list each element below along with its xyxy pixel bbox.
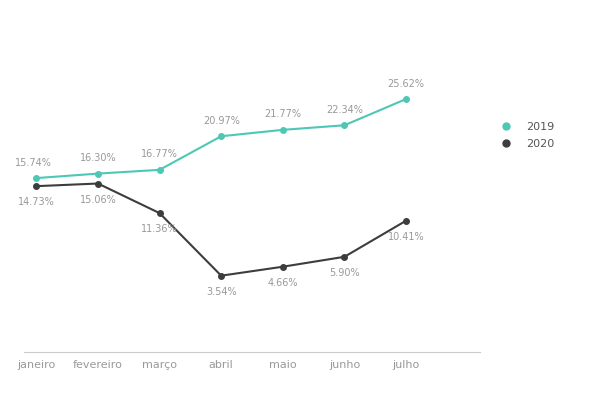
2019: [33, 176, 40, 180]
Text: 16.30%: 16.30%: [80, 153, 116, 163]
2020: [279, 264, 286, 269]
2019: [218, 134, 225, 139]
2020: [156, 211, 163, 216]
Text: 10.41%: 10.41%: [388, 232, 424, 242]
2020: [33, 184, 40, 188]
Line: 2019: 2019: [34, 96, 409, 181]
Text: 15.06%: 15.06%: [80, 195, 116, 205]
2019: [94, 171, 101, 176]
Text: 3.54%: 3.54%: [206, 287, 236, 297]
2019: [279, 128, 286, 132]
Text: 5.90%: 5.90%: [329, 268, 360, 278]
Text: 21.77%: 21.77%: [265, 110, 301, 120]
Text: 20.97%: 20.97%: [203, 116, 239, 126]
Line: 2020: 2020: [34, 181, 409, 278]
2020: [94, 181, 101, 186]
2019: [156, 168, 163, 172]
2020: [341, 254, 348, 259]
Text: 16.77%: 16.77%: [141, 150, 178, 160]
2019: [341, 123, 348, 128]
2020: [403, 218, 410, 223]
Text: 11.36%: 11.36%: [141, 224, 178, 234]
Legend: 2019, 2020: 2019, 2020: [490, 118, 559, 153]
Text: 14.73%: 14.73%: [18, 197, 55, 207]
Text: 4.66%: 4.66%: [268, 278, 298, 288]
Text: 22.34%: 22.34%: [326, 105, 363, 115]
Text: 25.62%: 25.62%: [388, 79, 425, 89]
2020: [218, 273, 225, 278]
2019: [403, 97, 410, 102]
Text: 15.74%: 15.74%: [15, 158, 52, 168]
